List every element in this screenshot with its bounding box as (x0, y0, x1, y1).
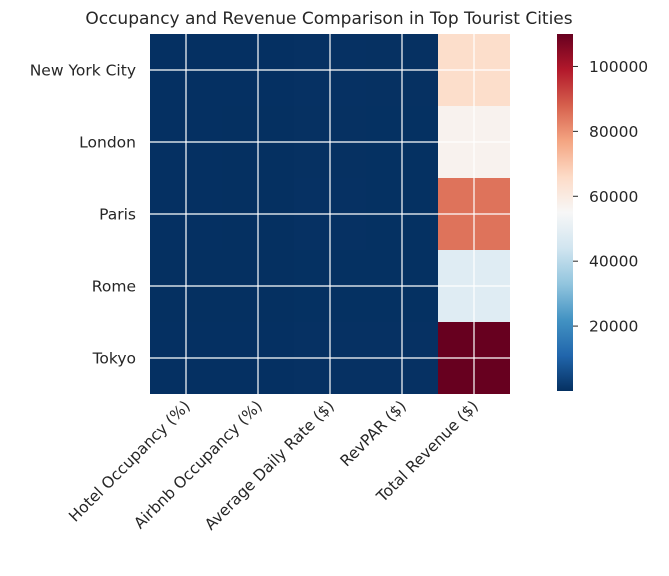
colorbar-tick-label: 100000 (589, 58, 648, 76)
column-labels: Hotel Occupancy (%)Airbnb Occupancy (%)A… (65, 397, 481, 534)
colorbar-tick-label: 60000 (589, 188, 638, 206)
colorbar-tick-label: 20000 (589, 318, 638, 336)
colorbar (557, 34, 573, 391)
row-label: New York City (30, 62, 136, 80)
column-label: Airbnb Occupancy (%) (130, 397, 265, 532)
column-label: Hotel Occupancy (%) (65, 397, 193, 525)
row-label: Rome (92, 278, 136, 296)
colorbar-tick-label: 80000 (589, 123, 638, 141)
column-label: RevPAR ($) (337, 397, 410, 470)
colorbar-ticks: 20000 40000 60000 80000 100000 (573, 58, 648, 336)
row-labels: New York City London Paris Rome Tokyo (30, 62, 136, 368)
column-label: Average Daily Rate ($) (201, 397, 338, 534)
heatmap-grid (150, 34, 510, 394)
row-label: Paris (99, 206, 136, 224)
colorbar-tick-label: 40000 (589, 253, 638, 271)
chart-title: Occupancy and Revenue Comparison in Top … (85, 9, 572, 29)
row-label: Tokyo (92, 350, 136, 368)
row-label: London (79, 134, 136, 152)
